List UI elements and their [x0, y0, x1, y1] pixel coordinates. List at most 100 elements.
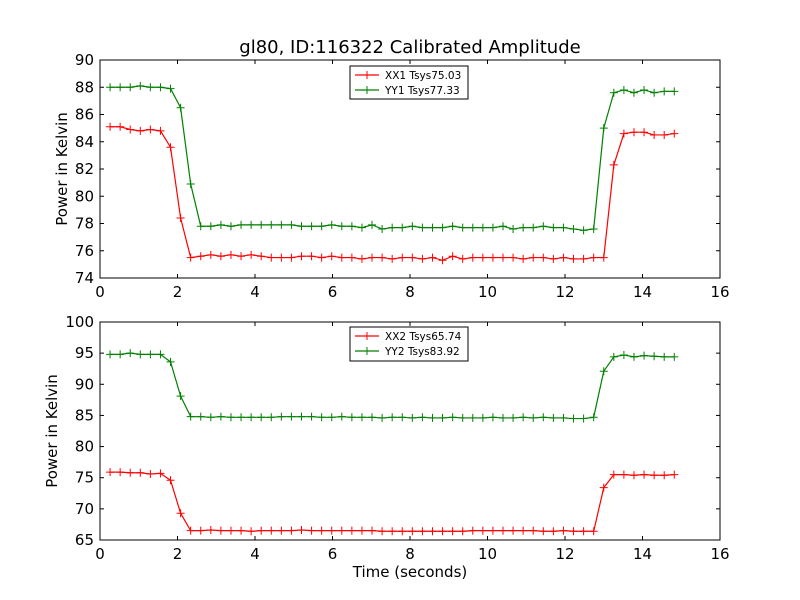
data-point: [388, 527, 397, 536]
data-point: [277, 526, 286, 535]
data-point: [478, 413, 487, 422]
data-point: [398, 253, 407, 262]
data-point: [206, 250, 215, 259]
data-point: [619, 85, 628, 94]
data-point: [247, 527, 256, 536]
data-point: [579, 254, 588, 263]
data-point: [599, 124, 608, 133]
data-point: [519, 526, 528, 535]
y-tick-label: 82: [75, 160, 94, 178]
y-tick-label: 84: [75, 133, 94, 151]
data-point: [186, 526, 195, 535]
data-point: [488, 223, 497, 232]
data-point: [640, 470, 649, 479]
data-point: [509, 413, 518, 422]
data-point: [337, 222, 346, 231]
data-point: [478, 526, 487, 535]
data-point: [277, 412, 286, 421]
data-point: [116, 83, 125, 92]
data-point: [619, 470, 628, 479]
legend-marker: [363, 347, 371, 355]
data-point: [287, 220, 296, 229]
data-point: [579, 414, 588, 423]
x-tick-label: 16: [710, 283, 729, 301]
data-point: [327, 252, 336, 261]
data-point: [488, 413, 497, 422]
data-point: [438, 223, 447, 232]
data-point: [126, 83, 135, 92]
data-point: [226, 222, 235, 231]
data-point: [368, 413, 377, 422]
data-point: [569, 527, 578, 536]
data-point: [499, 253, 507, 262]
y-tick-label: 86: [75, 106, 94, 124]
data-point: [499, 526, 507, 535]
data-point: [378, 253, 387, 262]
data-point: [357, 413, 366, 422]
x-tick-label: 2: [173, 545, 183, 563]
data-point: [650, 352, 659, 361]
data-point: [257, 526, 266, 535]
data-point: [408, 527, 417, 536]
x-tick-label: 10: [478, 545, 497, 563]
data-point: [327, 220, 336, 229]
data-point: [629, 352, 638, 361]
data-point: [206, 413, 215, 422]
data-point: [176, 103, 185, 112]
data-point: [519, 254, 528, 263]
y-tick-label: 90: [75, 375, 94, 393]
data-point: [206, 222, 215, 231]
data-point: [549, 527, 558, 536]
data-point: [196, 222, 205, 231]
bottom-y-axis-label: Power in Kelvin: [43, 374, 61, 488]
data-point: [629, 88, 638, 97]
data-point: [106, 468, 115, 477]
data-point: [297, 222, 306, 231]
data-point: [317, 253, 326, 262]
data-point: [670, 129, 679, 138]
data-point: [448, 527, 457, 536]
data-point: [660, 87, 669, 96]
data-point: [267, 220, 276, 229]
data-point: [237, 526, 246, 535]
data-point: [418, 527, 427, 536]
bottom-plot: 0 2 4 6 8 10 12 14 16 65 70 75 80 85 90 95 100 XX2 Tsys65…: [65, 313, 729, 563]
data-point: [408, 253, 417, 262]
data-point: [589, 413, 598, 422]
data-point: [579, 527, 588, 536]
y-tick-label: 80: [75, 187, 94, 205]
data-point: [257, 252, 266, 261]
legend-box: [349, 326, 469, 362]
data-point: [619, 351, 628, 360]
data-point: [458, 527, 467, 536]
data-point: [418, 413, 427, 422]
data-point: [166, 84, 175, 93]
data-point: [257, 220, 266, 229]
data-point: [559, 526, 568, 535]
data-point: [277, 220, 286, 229]
data-point: [136, 350, 145, 359]
data-point: [166, 143, 175, 152]
data-point: [398, 413, 407, 422]
data-point: [398, 527, 407, 536]
data-point: [539, 222, 548, 231]
data-point: [670, 87, 679, 96]
data-point: [660, 352, 669, 361]
data-point: [347, 413, 356, 422]
legend: XX1 Tsys75.03 YY1 Tsys77.33: [349, 65, 469, 100]
legend-entry-label: XX1 Tsys75.03: [385, 70, 461, 82]
y-tick-label: 80: [75, 438, 94, 456]
data-point: [549, 223, 558, 232]
y-tick-label: 70: [75, 500, 94, 518]
data-point: [186, 253, 195, 262]
y-tick-label: 74: [75, 269, 94, 287]
x-tick-label: 4: [250, 545, 260, 563]
legend-entry-label: YY2 Tsys83.92: [384, 346, 460, 358]
data-point: [670, 470, 679, 479]
data-point: [146, 125, 155, 134]
data-point: [569, 254, 578, 263]
data-point: [196, 412, 205, 421]
data-point: [297, 252, 306, 261]
x-tick-label: 0: [95, 283, 105, 301]
data-point: [357, 526, 366, 535]
